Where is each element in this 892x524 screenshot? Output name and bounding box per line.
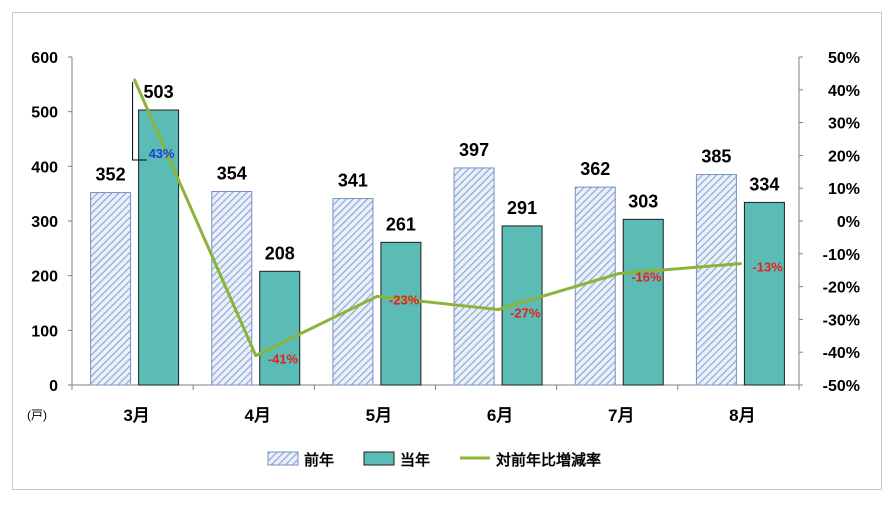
y2-tick-label: -40% (823, 345, 860, 362)
axes: 0 100 200 300 400 500 600 -50% -40% -30% -20% -10% 0… (27, 50, 860, 425)
x-tick-label: 7月 (608, 406, 634, 425)
rate-label-leader (132, 81, 147, 161)
x-tick-label: 8月 (729, 406, 755, 425)
bar-current-year (259, 270, 301, 386)
rate-data-label: -27% (510, 306, 541, 321)
rate-point (133, 78, 137, 82)
x-tick-label: 5月 (366, 406, 392, 425)
y-unit-label: (戸) (27, 408, 47, 422)
data-label-prev-year: 341 (338, 171, 368, 191)
rate-data-label: -16% (631, 269, 662, 284)
y2-tick-label: 20% (828, 148, 860, 165)
y-tick-label: 600 (31, 50, 58, 67)
bar-current-year (138, 109, 180, 386)
rate-point (738, 262, 742, 266)
y2-tick-label: -10% (823, 247, 860, 264)
legend-swatch-current-year (363, 451, 395, 466)
bar-prev-year (90, 192, 132, 386)
x-tick-label: 4月 (245, 406, 271, 425)
bar-current-year (622, 218, 664, 386)
y2-tick-label: 30% (828, 116, 860, 133)
data-label-prev-year: 385 (701, 147, 731, 167)
legend-swatch-prev-year (267, 451, 299, 466)
rate-data-label: -41% (268, 351, 299, 366)
x-tick-label: 6月 (487, 406, 513, 425)
line-layer: 43% -41% -23% -27% -16% -13% (132, 78, 783, 366)
data-labels: 352 503 354 208 341 261 397 291 362 303 385 334 (96, 82, 780, 263)
rate-point (496, 308, 500, 312)
data-label-prev-year: 362 (580, 159, 610, 179)
legend-label-rate: 対前年比増減率 (495, 451, 601, 469)
y2-tick-label: -30% (823, 312, 860, 329)
bars (90, 109, 785, 386)
data-label-current-year: 261 (386, 214, 416, 234)
y-tick-label: 200 (31, 269, 58, 286)
y2-tick-label: -20% (823, 280, 860, 297)
rate-point (375, 294, 379, 298)
x-tick-label: 3月 (123, 406, 149, 425)
bar-prev-year (695, 174, 737, 386)
bar-prev-year (332, 198, 374, 386)
y-tick-label: 100 (31, 323, 58, 340)
bar-prev-year (453, 167, 495, 386)
legend-label-prev-year: 前年 (304, 451, 334, 469)
y2-tick-label: 10% (828, 181, 860, 198)
y2-tick-label: 40% (828, 83, 860, 100)
data-label-current-year: 208 (265, 243, 295, 263)
y-tick-label: 300 (31, 214, 58, 231)
y-tick-label: 400 (31, 159, 58, 176)
data-label-prev-year: 354 (217, 163, 247, 183)
y2-tick-label: 50% (828, 50, 860, 67)
rate-data-label: -13% (752, 260, 783, 275)
data-label-prev-year: 397 (459, 140, 489, 160)
y-tick-label: 0 (49, 378, 58, 395)
data-label-current-year: 303 (628, 191, 658, 211)
rate-data-label: -23% (389, 292, 420, 307)
bar-prev-year (211, 190, 253, 386)
y-tick-label: 500 (31, 105, 58, 122)
y2-tick-label: 0% (837, 214, 860, 231)
bar-current-year (380, 241, 422, 386)
data-label-prev-year: 352 (96, 165, 126, 185)
legend: 前年 当年 対前年比増減率 (267, 451, 601, 469)
rate-data-label: 43% (149, 146, 175, 161)
legend-label-current-year: 当年 (400, 451, 430, 469)
chart-frame (12, 12, 882, 490)
rate-point (617, 271, 621, 275)
y2-tick-label: -50% (823, 378, 860, 395)
data-label-current-year: 503 (144, 82, 174, 102)
bar-current-year (743, 201, 785, 386)
data-label-current-year: 291 (507, 198, 537, 218)
rate-line (133, 79, 741, 357)
data-label-current-year: 334 (749, 174, 779, 194)
rate-point (254, 353, 258, 357)
